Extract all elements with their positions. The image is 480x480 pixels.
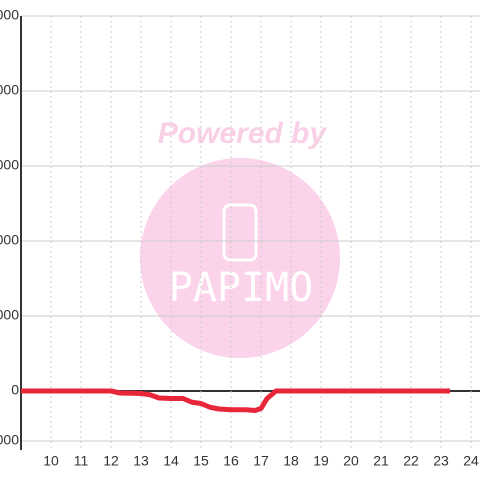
watermark-phone [222,203,258,262]
watermark-circle [140,158,340,358]
y-tick-label: 90,000 [0,157,19,173]
x-tick-label: 13 [133,453,149,469]
x-tick-label: 11 [74,453,89,469]
x-tick-label: 16 [223,453,239,469]
x-tick-label: 14 [163,453,179,469]
x-tick-label: 15 [193,453,209,469]
x-tick-label: 12 [103,453,119,469]
y-tick-label: 30,000 [0,307,19,323]
x-tick-label: 21 [373,453,389,469]
y-tick-label: -20,000 [0,432,19,448]
x-tick-label: 22 [403,453,419,469]
x-tick-label: 18 [283,453,299,469]
y-tick-label: 120,000 [0,82,19,98]
y-tick-label: 60,000 [0,232,19,248]
x-tick-label: 17 [253,453,269,469]
watermark-logo: PAPIMO [169,265,314,311]
watermark-text: Powered by [158,117,328,150]
y-tick-label: 150,000 [0,7,19,23]
x-tick-label: 10 [43,453,59,469]
line [21,388,450,413]
x-tick-label: 19 [313,453,329,469]
x-tick-label: 24 [463,453,479,469]
y-tick-label: 0 [11,382,19,398]
x-tick-label: 20 [343,453,359,469]
x-tick-label: 23 [433,453,449,469]
